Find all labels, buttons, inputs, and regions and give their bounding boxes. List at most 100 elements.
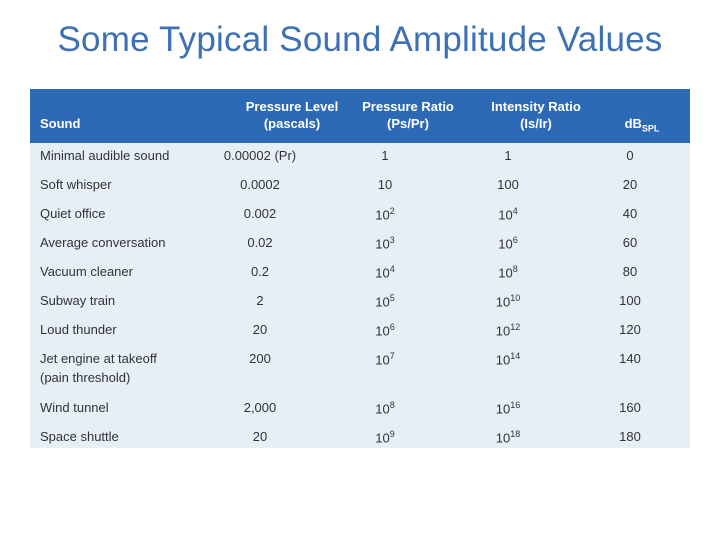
exponent: 2	[389, 206, 395, 216]
header-pressure-ratio-line1: Pressure Ratio	[362, 99, 454, 114]
cell-pressure-ratio: 108	[375, 400, 395, 417]
cell-pressure-ratio: 102	[375, 206, 395, 223]
cell-pressure-level: 0.002	[243, 206, 277, 221]
header-db: dBSPL	[602, 115, 682, 138]
exponent: 18	[510, 429, 521, 439]
cell-sound: Soft whisper	[40, 177, 112, 192]
header-db-sub: SPL	[641, 123, 660, 134]
cell-intensity-ratio: 1010	[495, 293, 521, 310]
cell-intensity-ratio: 104	[498, 206, 518, 223]
cell-sound-text: Jet engine at takeoff	[40, 351, 157, 366]
cell-pressure-ratio: 107	[375, 351, 395, 368]
cell-intensity-ratio: 108	[498, 264, 518, 281]
cell-db-spl: 40	[622, 206, 638, 221]
cell-pressure-ratio: 106	[375, 322, 395, 339]
header-sound: Sound	[40, 116, 81, 131]
cell-sound: Jet engine at takeoff (pain threshold)	[40, 351, 157, 385]
header-intensity-ratio-line2: (Is/Ir)	[520, 116, 552, 131]
cell-pressure-level: 0.00002 (Pr)	[223, 148, 297, 163]
cell-sound: Minimal audible sound	[40, 148, 169, 163]
cell-db-spl: 20	[622, 177, 638, 192]
cell-sound-text: Subway train	[40, 293, 116, 308]
cell-sound-text: Soft whisper	[40, 177, 112, 192]
cell-sound: Average conversation	[40, 235, 166, 250]
cell-pressure-ratio: 104	[375, 264, 395, 281]
cell-sound-text: Average conversation	[40, 235, 166, 250]
cell-db-spl: 60	[622, 235, 638, 250]
header-pressure-level: Pressure Level (pascals)	[228, 98, 356, 132]
cell-intensity-ratio: 1014	[495, 351, 521, 368]
cell-intensity-ratio: 1	[504, 148, 512, 163]
header-pressure-level-line1: Pressure Level	[245, 99, 339, 114]
header-pressure-ratio-line2: (Ps/Pr)	[387, 116, 429, 131]
table-row: Minimal audible sound 0.00002 (Pr) 1 1 0	[30, 142, 690, 171]
cell-pressure-ratio: 1	[381, 148, 389, 163]
cell-intensity-ratio: 106	[498, 235, 518, 252]
page-title: Some Typical Sound Amplitude Values	[57, 20, 663, 59]
cell-db-spl: 80	[622, 264, 638, 279]
cell-intensity-ratio: 1016	[495, 400, 521, 417]
exponent: 6	[389, 322, 395, 332]
cell-db-spl: 0	[626, 148, 634, 163]
cell-sound-text: Quiet office	[40, 206, 106, 221]
table-row: Subway train 2 105 1010 100	[30, 287, 690, 316]
header-intensity-ratio-line1: Intensity Ratio	[491, 99, 581, 114]
table-row: Wind tunnel 2,000 108 1016 160	[30, 394, 690, 423]
cell-intensity-ratio: 1012	[495, 322, 521, 339]
header-pressure-level-line2: (pascals)	[263, 116, 321, 131]
table-header: Sound Pressure Level (pascals) Pressure …	[30, 89, 690, 143]
cell-pressure-level: 20	[252, 429, 268, 444]
cell-db-spl: 180	[619, 429, 641, 444]
cell-sound: Quiet office	[40, 206, 106, 221]
cell-intensity-ratio: 100	[497, 177, 519, 192]
table-row: Loud thunder 20 106 1012 120	[30, 316, 690, 345]
exponent: 4	[512, 206, 518, 216]
cell-pressure-ratio: 109	[375, 429, 395, 446]
cell-db-spl: 140	[619, 351, 641, 366]
cell-sound-text: Loud thunder	[40, 322, 117, 337]
exponent: 8	[389, 400, 395, 410]
cell-pressure-ratio: 10	[377, 177, 393, 192]
cell-pressure-level: 200	[249, 351, 271, 366]
exponent: 3	[389, 235, 395, 245]
exponent: 8	[512, 264, 518, 274]
exponent: 6	[512, 235, 518, 245]
exponent: 12	[510, 322, 521, 332]
cell-sound-text: Space shuttle	[40, 429, 119, 444]
table-row: Space shuttle 20 109 1018 180	[30, 423, 690, 452]
cell-sound: Wind tunnel	[40, 400, 109, 415]
header-db-label: dB	[624, 116, 642, 131]
cell-sound: Space shuttle	[40, 429, 119, 444]
exponent: 7	[389, 351, 395, 361]
exponent: 5	[389, 293, 395, 303]
cell-pressure-level: 2	[256, 293, 264, 308]
sound-table: Sound Pressure Level (pascals) Pressure …	[30, 89, 690, 448]
cell-sound-subtext: (pain threshold)	[40, 370, 131, 385]
cell-sound: Vacuum cleaner	[40, 264, 133, 279]
cell-pressure-level: 0.02	[247, 235, 273, 250]
table-row: Soft whisper 0.0002 10 100 20	[30, 171, 690, 200]
exponent: 16	[510, 400, 521, 410]
table-row: Average conversation 0.02 103 106 60	[30, 229, 690, 258]
table-row: Jet engine at takeoff (pain threshold) 200…	[30, 345, 690, 385]
cell-pressure-level: 0.2	[250, 264, 270, 279]
cell-db-spl: 160	[619, 400, 641, 415]
table-row: Quiet office 0.002 102 104 40	[30, 200, 690, 229]
exponent: 9	[389, 429, 395, 439]
header-intensity-ratio: Intensity Ratio (Is/Ir)	[456, 98, 616, 132]
cell-pressure-level: 0.0002	[240, 177, 280, 192]
exponent: 10	[510, 293, 521, 303]
cell-sound-text: Vacuum cleaner	[40, 264, 133, 279]
cell-sound: Subway train	[40, 293, 115, 308]
cell-sound-text: Wind tunnel	[40, 400, 109, 415]
cell-pressure-ratio: 105	[375, 293, 395, 310]
cell-pressure-level: 2,000	[243, 400, 277, 415]
cell-pressure-level: 20	[252, 322, 268, 337]
cell-db-spl: 120	[619, 322, 641, 337]
cell-db-spl: 100	[619, 293, 641, 308]
cell-sound-text: Minimal audible sound	[40, 148, 170, 163]
cell-sound: Loud thunder	[40, 322, 117, 337]
cell-pressure-ratio: 103	[375, 235, 395, 252]
exponent: 4	[389, 264, 395, 274]
cell-intensity-ratio: 1018	[495, 429, 521, 446]
